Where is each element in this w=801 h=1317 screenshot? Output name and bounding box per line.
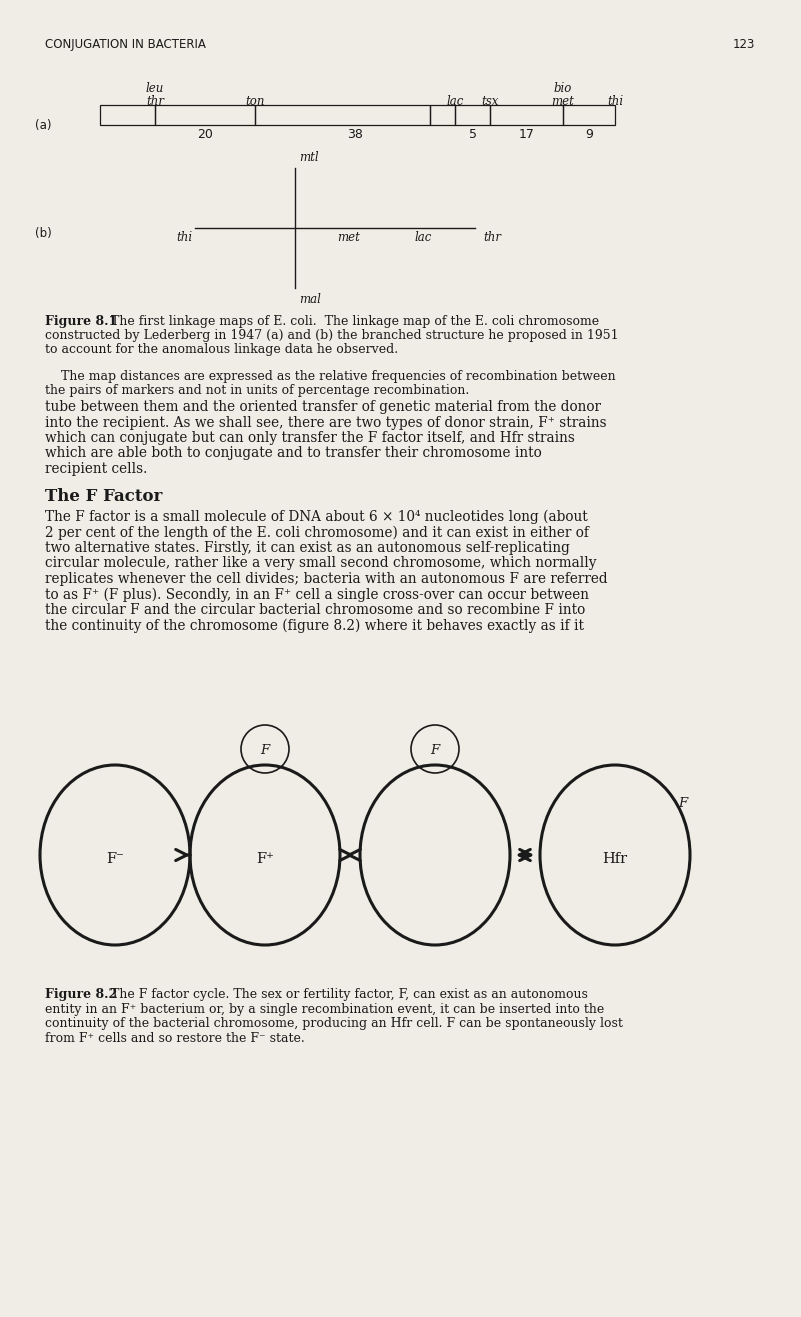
- Text: 2 per cent of the length of the E. coli chromosome) and it can exist in either o: 2 per cent of the length of the E. coli …: [45, 525, 589, 540]
- Text: mtl: mtl: [299, 151, 319, 165]
- Text: bio: bio: [553, 82, 572, 95]
- Text: recipient cells.: recipient cells.: [45, 462, 147, 475]
- Text: lac: lac: [415, 230, 433, 244]
- Bar: [430, 105, 455, 125]
- Text: lac: lac: [446, 95, 464, 108]
- Text: Figure 8.1: Figure 8.1: [45, 315, 117, 328]
- Text: mal: mal: [299, 292, 321, 306]
- Bar: [455, 105, 490, 125]
- Text: thr: thr: [483, 230, 501, 244]
- Text: 20: 20: [197, 128, 213, 141]
- Text: to as F⁺ (F plus). Secondly, in an F⁺ cell a single cross-over can occur between: to as F⁺ (F plus). Secondly, in an F⁺ ce…: [45, 587, 589, 602]
- Text: entity in an F⁺ bacterium or, by a single recombination event, it can be inserte: entity in an F⁺ bacterium or, by a singl…: [45, 1002, 604, 1015]
- Text: two alternative states. Firstly, it can exist as an autonomous self-replicating: two alternative states. Firstly, it can …: [45, 541, 570, 554]
- Bar: [563, 105, 615, 125]
- Text: met: met: [337, 230, 360, 244]
- Text: F: F: [260, 744, 270, 756]
- Text: 38: 38: [347, 128, 363, 141]
- Text: replicates whenever the cell divides; bacteria with an autonomous F are referred: replicates whenever the cell divides; ba…: [45, 572, 608, 586]
- Text: The map distances are expressed as the relative frequencies of recombination bet: The map distances are expressed as the r…: [45, 370, 616, 383]
- Text: constructed by Lederberg in 1947 (a) and (b) the branched structure he proposed : constructed by Lederberg in 1947 (a) and…: [45, 329, 618, 342]
- Text: CONJUGATION IN BACTERIA: CONJUGATION IN BACTERIA: [45, 38, 206, 51]
- Text: (a): (a): [35, 119, 51, 132]
- Text: thi: thi: [176, 230, 192, 244]
- Text: the circular F and the circular bacterial chromosome and so recombine F into: the circular F and the circular bacteria…: [45, 603, 586, 616]
- Bar: [490, 105, 563, 125]
- Text: into the recipient. As we shall see, there are two types of donor strain, F⁺ str: into the recipient. As we shall see, the…: [45, 415, 606, 429]
- Text: from F⁺ cells and so restore the F⁻ state.: from F⁺ cells and so restore the F⁻ stat…: [45, 1031, 304, 1044]
- Text: to account for the anomalous linkage data he observed.: to account for the anomalous linkage dat…: [45, 342, 398, 356]
- Text: 9: 9: [585, 128, 593, 141]
- Text: The F factor cycle. The sex or fertility factor, F, can exist as an autonomous: The F factor cycle. The sex or fertility…: [103, 988, 588, 1001]
- Text: 5: 5: [469, 128, 477, 141]
- Text: 17: 17: [518, 128, 534, 141]
- Text: the continuity of the chromosome (figure 8.2) where it behaves exactly as if it: the continuity of the chromosome (figure…: [45, 619, 584, 633]
- Text: continuity of the bacterial chromosome, producing an Hfr cell. F can be spontane: continuity of the bacterial chromosome, …: [45, 1017, 623, 1030]
- Text: The F factor is a small molecule of DNA about 6 × 10⁴ nucleotides long (about: The F factor is a small molecule of DNA …: [45, 510, 588, 524]
- Text: The first linkage maps of ​E. coli​.  The linkage map of the ​E. coli​ chromosom: The first linkage maps of ​E. coli​. The…: [103, 315, 599, 328]
- Text: (b): (b): [35, 227, 52, 240]
- Text: leu: leu: [146, 82, 164, 95]
- Bar: [100, 105, 155, 125]
- Text: tsx: tsx: [481, 95, 499, 108]
- Text: tube between them and the oriented transfer of genetic material from the donor: tube between them and the oriented trans…: [45, 400, 601, 414]
- Text: ton: ton: [245, 95, 265, 108]
- Text: which can conjugate but can only transfer the F factor itself, and Hfr strains: which can conjugate but can only transfe…: [45, 431, 575, 445]
- Text: 123: 123: [733, 38, 755, 51]
- Text: F: F: [430, 744, 440, 756]
- Text: The F Factor: The F Factor: [45, 489, 163, 504]
- Text: F⁺: F⁺: [256, 852, 274, 867]
- Text: Figure 8.2: Figure 8.2: [45, 988, 117, 1001]
- Text: met: met: [552, 95, 574, 108]
- Text: F: F: [678, 797, 688, 810]
- Bar: [255, 105, 430, 125]
- Text: which are able both to conjugate and to transfer their chromosome into: which are able both to conjugate and to …: [45, 446, 541, 461]
- Text: the pairs of markers and not in units of percentage recombination.: the pairs of markers and not in units of…: [45, 385, 469, 396]
- Text: F⁻: F⁻: [106, 852, 124, 867]
- Text: Hfr: Hfr: [602, 852, 627, 867]
- Text: thr: thr: [146, 95, 164, 108]
- Bar: [155, 105, 255, 125]
- Text: circular molecule, rather like a very small second chromosome, which normally: circular molecule, rather like a very sm…: [45, 557, 597, 570]
- Text: thi: thi: [607, 95, 623, 108]
